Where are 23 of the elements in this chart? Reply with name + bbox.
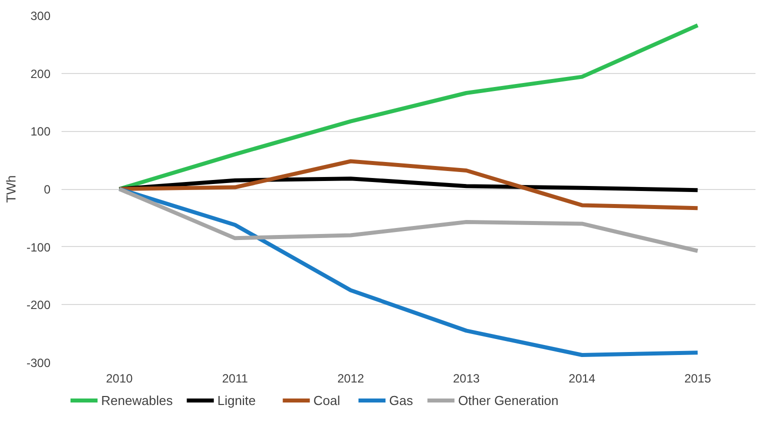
line-series (117, 187, 700, 357)
x-tick-label: 2015 (684, 372, 712, 386)
legend-label: Gas (389, 393, 414, 408)
y-tick-label: -100 (26, 240, 51, 254)
y-tick-label: 0 (44, 182, 51, 196)
line-series (117, 159, 700, 210)
y-tick-label: -200 (26, 298, 51, 312)
legend-label: Coal (313, 393, 340, 408)
legend-label: Renewables (101, 393, 174, 408)
x-tick-label: 2013 (452, 372, 480, 386)
y-tick-label: 100 (30, 124, 51, 139)
legend-label: Lignite (217, 393, 256, 408)
line-series (117, 187, 700, 253)
x-tick-label: 2012 (337, 372, 364, 386)
y-tick-label: 200 (30, 66, 51, 81)
x-tick-label: 2011 (222, 372, 248, 386)
x-tick-label: 2014 (568, 372, 596, 386)
x-tick-label: 2010 (106, 372, 134, 386)
y-tick-label: -300 (26, 356, 51, 370)
y-tick-label: 300 (30, 9, 51, 23)
legend-label: Other Generation (458, 393, 559, 408)
y-axis-title: TWh (3, 175, 18, 203)
line-series (117, 23, 700, 191)
